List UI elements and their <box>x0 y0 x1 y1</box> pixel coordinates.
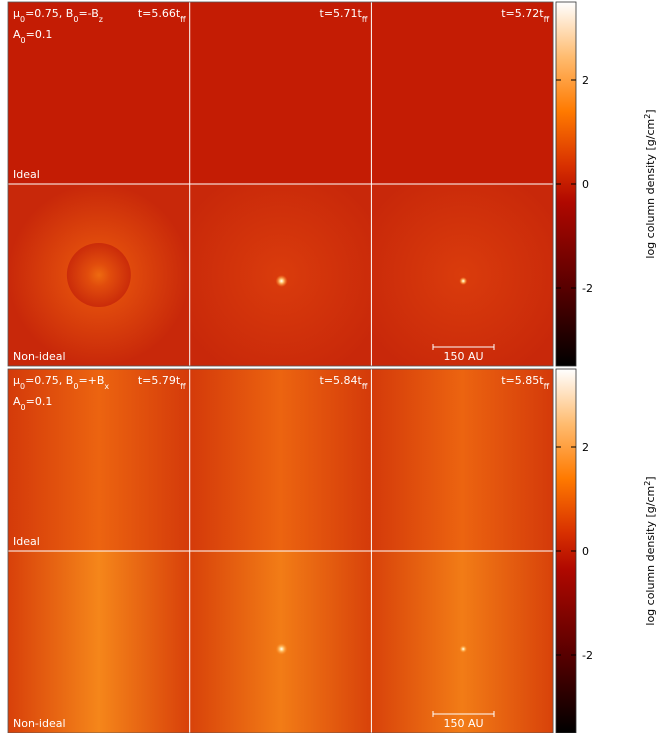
label-part: =0.1 <box>26 395 53 408</box>
frame <box>7 1 554 367</box>
density-map <box>189 551 372 733</box>
label-part: 2 <box>643 481 652 486</box>
label-part: 0 <box>73 15 78 24</box>
scale-label: 150 AU <box>443 350 483 363</box>
label: A0=0.1 <box>13 395 52 412</box>
label-part: x <box>104 382 109 391</box>
label-part: t=5.79t <box>138 374 181 387</box>
density-map <box>189 369 372 551</box>
label-part: ff <box>180 15 186 24</box>
colorbar-tick-label: 0 <box>582 545 589 558</box>
density-map <box>8 551 190 733</box>
row-label: Non-ideal <box>13 717 66 730</box>
label-part: log column density [g/cm <box>644 486 657 626</box>
label-part: t=5.71t <box>320 7 363 20</box>
sink <box>459 277 468 285</box>
label: t=5.84tff <box>320 374 368 391</box>
label: t=5.85tff <box>501 374 549 391</box>
row-label: Ideal <box>13 535 40 548</box>
label-part: log column density [g/cm <box>644 119 657 259</box>
colorbar-tick-label: -2 <box>582 282 593 295</box>
colorbar-tick-label: 0 <box>582 178 589 191</box>
label-part: ] <box>644 109 657 113</box>
label-part: t=5.85t <box>501 374 544 387</box>
colorbar-tick-label: 2 <box>582 441 589 454</box>
label-part: t=5.72t <box>501 7 544 20</box>
label: t=5.66tff <box>138 7 186 24</box>
label-part: =+B <box>78 374 104 387</box>
label-part: =-B <box>78 7 98 20</box>
density-map <box>189 2 372 184</box>
label-part: μ <box>13 374 20 387</box>
label: A0=0.1 <box>13 28 52 45</box>
density-map <box>8 369 190 551</box>
label-part: ] <box>644 476 657 480</box>
label-part: 0 <box>21 403 26 412</box>
label-part: A <box>13 28 21 41</box>
label: μ0=0.75, B0=+Bx <box>13 374 109 391</box>
label-part: 0 <box>21 36 26 45</box>
label-part: ff <box>362 382 368 391</box>
blob <box>66 243 131 307</box>
label-part: ff <box>544 15 550 24</box>
label-part: 0 <box>20 15 25 24</box>
label-part: =0.1 <box>26 28 53 41</box>
sink <box>275 643 288 655</box>
label-part: t=5.66t <box>138 7 181 20</box>
label-part: 2 <box>643 114 652 119</box>
label: log column density [g/cm2] <box>643 476 658 625</box>
row-label: Non-ideal <box>13 350 66 363</box>
row-label: Ideal <box>13 168 40 181</box>
label-part: =0.75, B <box>25 374 73 387</box>
label-part: 0 <box>20 382 25 391</box>
label-part: μ <box>13 7 20 20</box>
label: μ0=0.75, B0=-Bz <box>13 7 103 24</box>
label-part: 0 <box>73 382 78 391</box>
label-part: z <box>99 15 103 24</box>
label: log column density [g/cm2] <box>643 109 658 258</box>
colorbar-tick-label: -2 <box>582 649 593 662</box>
label-part: ff <box>180 382 186 391</box>
density-map <box>371 2 554 184</box>
colorbar-tick-label: 2 <box>582 74 589 87</box>
label: t=5.72tff <box>501 7 549 24</box>
label-part: ff <box>544 382 550 391</box>
sink <box>275 275 288 287</box>
label-part: t=5.84t <box>320 374 363 387</box>
density-map <box>371 369 554 551</box>
label-part: A <box>13 395 21 408</box>
scale-label: 150 AU <box>443 717 483 730</box>
density-map <box>8 2 190 184</box>
density-map <box>189 184 372 366</box>
sink <box>459 645 468 653</box>
label: t=5.71tff <box>320 7 368 24</box>
label-part: ff <box>362 15 368 24</box>
label: t=5.79tff <box>138 374 186 391</box>
label-part: =0.75, B <box>25 7 73 20</box>
density-map <box>371 184 554 366</box>
density-map <box>371 551 554 733</box>
